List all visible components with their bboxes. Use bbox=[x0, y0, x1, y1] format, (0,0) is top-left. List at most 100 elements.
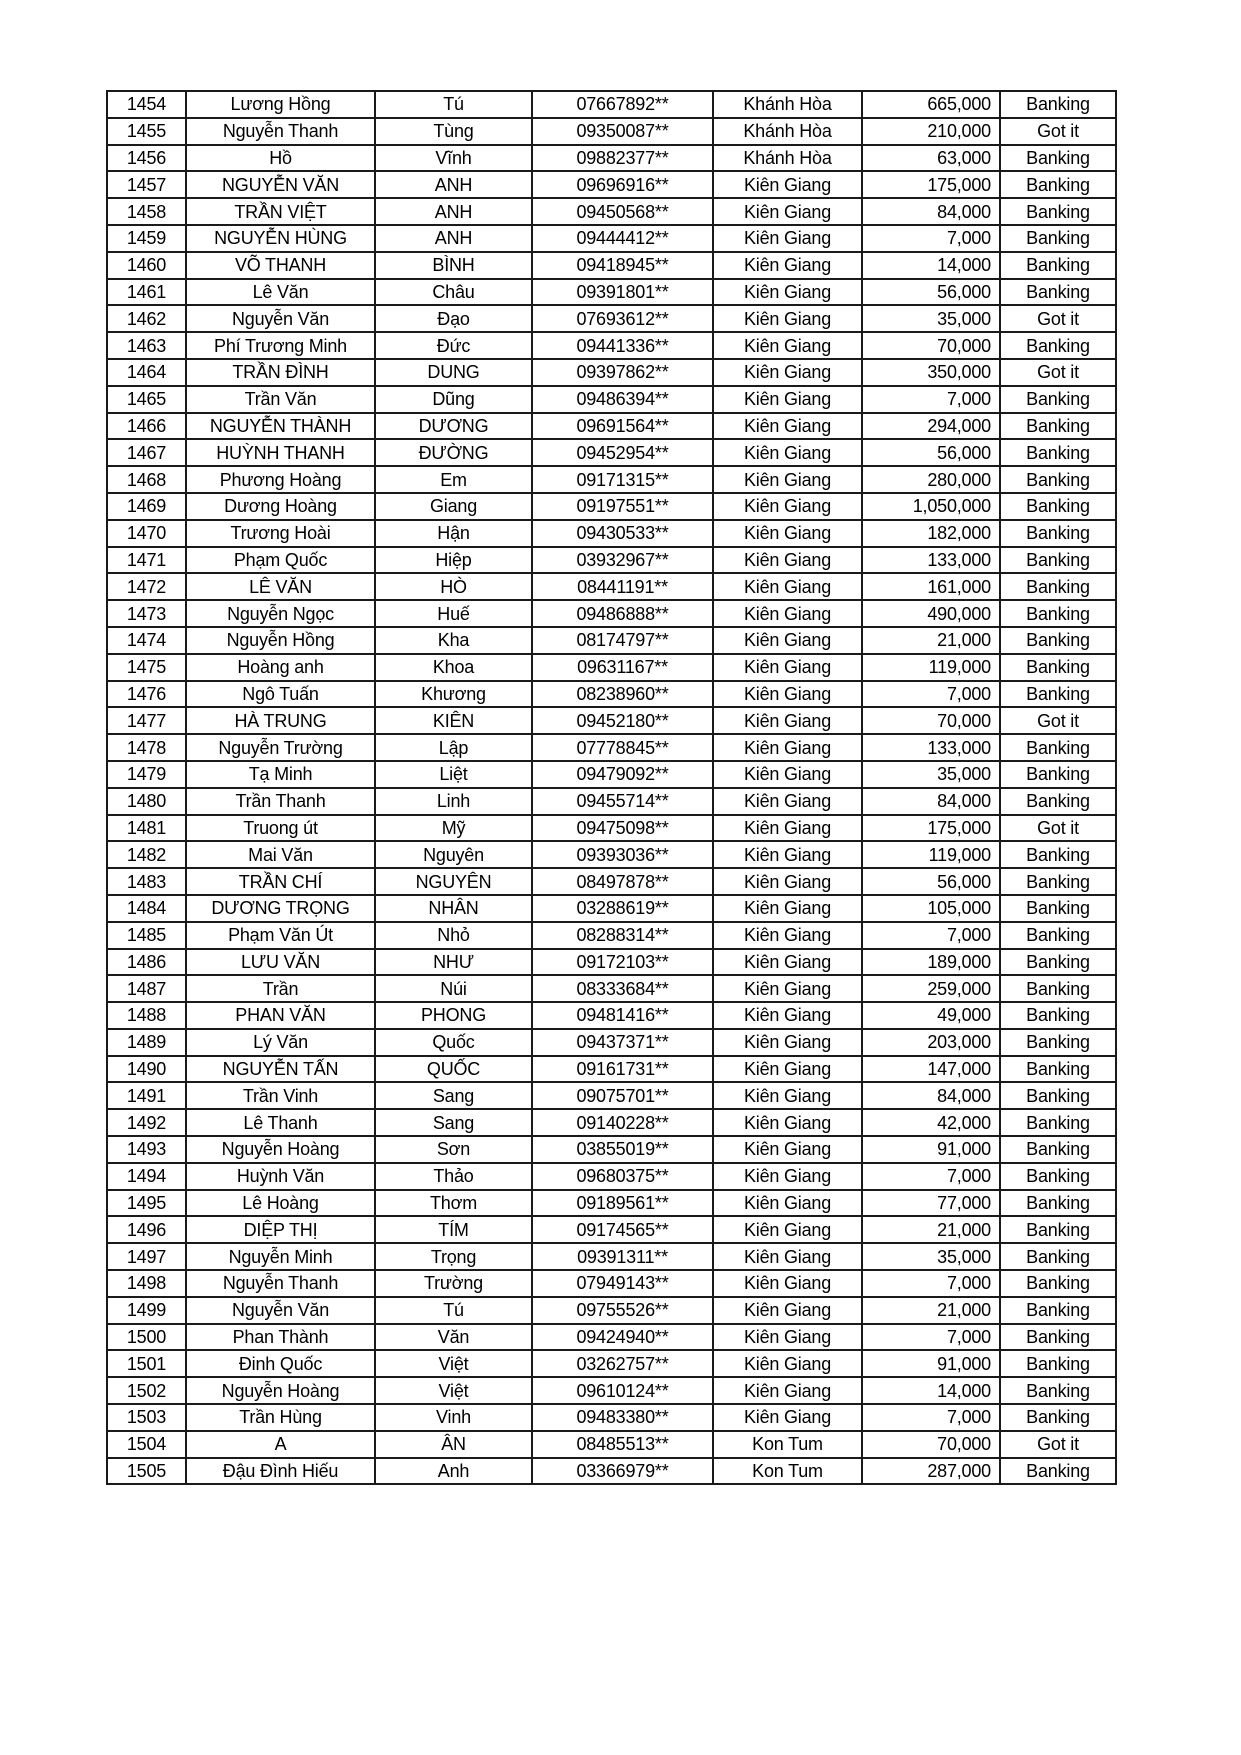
cell-given-name: Vinh bbox=[374, 1403, 533, 1432]
table-row: 1504 A ÂN 08485513** Kon Tum 70,000 Got it bbox=[106, 1429, 1117, 1459]
cell-province: Kiên Giang bbox=[712, 1081, 863, 1111]
table-row: 1488 PHAN VĂN PHONG 09481416** Kiên Giang 49,… bbox=[106, 1001, 1117, 1030]
cell-amount: 56,000 bbox=[861, 438, 1001, 468]
cell-amount: 294,000 bbox=[861, 411, 1001, 441]
cell-given-name: Đạo bbox=[374, 304, 533, 334]
table-row: 1466 NGUYỄN THÀNH DƯƠNG 09691564** Kiên Gian… bbox=[106, 411, 1117, 441]
cell-phone: 07778845** bbox=[531, 733, 714, 762]
table-row: 1492 Lê Thanh Sang 09140228** Kiên Giang 42,0… bbox=[106, 1108, 1117, 1138]
table-row: 1485 Phạm Văn Út Nhỏ 08288314** Kiên Giang 7,… bbox=[106, 920, 1117, 950]
cell-province: Kiên Giang bbox=[712, 197, 863, 226]
cell-payment-method: Banking bbox=[999, 411, 1117, 441]
cell-payment-method: Banking bbox=[999, 250, 1117, 280]
cell-payment-method: Banking bbox=[999, 893, 1117, 923]
cell-province: Kiên Giang bbox=[712, 384, 863, 414]
cell-surname-middle: Lê Thanh bbox=[185, 1108, 376, 1138]
cell-surname-middle: Mai Văn bbox=[185, 840, 376, 870]
cell-payment-method: Banking bbox=[999, 867, 1117, 896]
cell-given-name: Kha bbox=[374, 625, 533, 655]
table-row: 1461 Lê Văn Châu 09391801** Kiên Giang 56,000… bbox=[106, 277, 1117, 307]
cell-given-name: Tùng bbox=[374, 116, 533, 146]
cell-province: Kiên Giang bbox=[712, 652, 863, 682]
table-row: 1487 Trần Núi 08333684** Kiên Giang 259,000 Ba… bbox=[106, 974, 1117, 1004]
cell-surname-middle: Đinh Quốc bbox=[185, 1349, 376, 1379]
cell-phone: 03288619** bbox=[531, 893, 714, 923]
cell-province: Kiên Giang bbox=[712, 331, 863, 360]
table-row: 1473 Nguyễn Ngọc Huế 09486888** Kiên Giang 49… bbox=[106, 599, 1117, 628]
cell-index: 1463 bbox=[106, 331, 187, 360]
cell-given-name: Sang bbox=[374, 1108, 533, 1138]
cell-given-name: Em bbox=[374, 465, 533, 494]
cell-amount: 7,000 bbox=[861, 1322, 1001, 1352]
table-row: 1477 HÀ TRUNG KIÊN 09452180** Kiên Giang 70,0… bbox=[106, 706, 1117, 736]
cell-given-name: Thảo bbox=[374, 1161, 533, 1191]
table-row: 1472 LÊ VĂN HÒ 08441191** Kiên Giang 161,000 B… bbox=[106, 572, 1117, 602]
cell-amount: 63,000 bbox=[861, 143, 1001, 173]
cell-phone: 09172103** bbox=[531, 947, 714, 977]
cell-index: 1474 bbox=[106, 625, 187, 655]
cell-phone: 08497878** bbox=[531, 867, 714, 896]
cell-phone: 09430533** bbox=[531, 518, 714, 548]
cell-surname-middle: Nguyễn Hoàng bbox=[185, 1135, 376, 1164]
cell-index: 1505 bbox=[106, 1456, 187, 1486]
cell-phone: 09444412** bbox=[531, 223, 714, 253]
cell-index: 1459 bbox=[106, 223, 187, 253]
cell-given-name: Việt bbox=[374, 1376, 533, 1406]
cell-payment-method: Got it bbox=[999, 116, 1117, 146]
cell-phone: 09140228** bbox=[531, 1108, 714, 1138]
cell-given-name: Sơn bbox=[374, 1135, 533, 1164]
cell-amount: 7,000 bbox=[861, 920, 1001, 950]
cell-amount: 70,000 bbox=[861, 1429, 1001, 1459]
cell-surname-middle: Đậu Đình Hiếu bbox=[185, 1456, 376, 1486]
cell-surname-middle: Nguyễn Minh bbox=[185, 1242, 376, 1272]
cell-index: 1471 bbox=[106, 545, 187, 575]
cell-payment-method: Banking bbox=[999, 277, 1117, 307]
cell-index: 1490 bbox=[106, 1054, 187, 1084]
cell-amount: 14,000 bbox=[861, 250, 1001, 280]
cell-phone: 09452954** bbox=[531, 438, 714, 468]
cell-amount: 287,000 bbox=[861, 1456, 1001, 1486]
cell-index: 1497 bbox=[106, 1242, 187, 1272]
cell-phone: 09391801** bbox=[531, 277, 714, 307]
cell-province: Kiên Giang bbox=[712, 1215, 863, 1245]
cell-province: Kiên Giang bbox=[712, 679, 863, 709]
table-row: 1503 Trần Hùng Vinh 09483380** Kiên Giang 7,0… bbox=[106, 1403, 1117, 1432]
cell-phone: 09486394** bbox=[531, 384, 714, 414]
cell-surname-middle: Nguyễn Văn bbox=[185, 1295, 376, 1325]
cell-payment-method: Banking bbox=[999, 1161, 1117, 1191]
cell-index: 1482 bbox=[106, 840, 187, 870]
cell-given-name: Sang bbox=[374, 1081, 533, 1111]
cell-amount: 91,000 bbox=[861, 1135, 1001, 1164]
cell-amount: 1,050,000 bbox=[861, 491, 1001, 521]
table-row: 1479 Tạ Minh Liệt 09479092** Kiên Giang 35,00… bbox=[106, 759, 1117, 789]
cell-surname-middle: Trần Văn bbox=[185, 384, 376, 414]
table-row: 1454 Lương Hồng Tú 07667892** Khánh Hòa 665,0… bbox=[106, 90, 1117, 119]
cell-surname-middle: Nguyễn Thanh bbox=[185, 1269, 376, 1298]
cell-phone: 03262757** bbox=[531, 1349, 714, 1379]
cell-surname-middle: Lương Hồng bbox=[185, 90, 376, 119]
cell-index: 1460 bbox=[106, 250, 187, 280]
cell-province: Khánh Hòa bbox=[712, 90, 863, 119]
cell-amount: 119,000 bbox=[861, 840, 1001, 870]
cell-surname-middle: HUỲNH THANH bbox=[185, 438, 376, 468]
cell-province: Khánh Hòa bbox=[712, 143, 863, 173]
cell-phone: 09486888** bbox=[531, 599, 714, 628]
cell-surname-middle: Nguyễn Trường bbox=[185, 733, 376, 762]
cell-given-name: Khoa bbox=[374, 652, 533, 682]
cell-given-name: Lập bbox=[374, 733, 533, 762]
cell-payment-method: Banking bbox=[999, 1054, 1117, 1084]
cell-payment-method: Banking bbox=[999, 545, 1117, 575]
cell-payment-method: Banking bbox=[999, 733, 1117, 762]
cell-phone: 09350087** bbox=[531, 116, 714, 146]
cell-index: 1504 bbox=[106, 1429, 187, 1459]
cell-payment-method: Banking bbox=[999, 1269, 1117, 1298]
cell-province: Kiên Giang bbox=[712, 786, 863, 816]
cell-phone: 09424940** bbox=[531, 1322, 714, 1352]
cell-phone: 08333684** bbox=[531, 974, 714, 1004]
cell-phone: 09418945** bbox=[531, 250, 714, 280]
cell-given-name: Đức bbox=[374, 331, 533, 360]
cell-index: 1461 bbox=[106, 277, 187, 307]
cell-phone: 09696916** bbox=[531, 170, 714, 200]
cell-province: Khánh Hòa bbox=[712, 116, 863, 146]
cell-province: Kiên Giang bbox=[712, 1376, 863, 1406]
